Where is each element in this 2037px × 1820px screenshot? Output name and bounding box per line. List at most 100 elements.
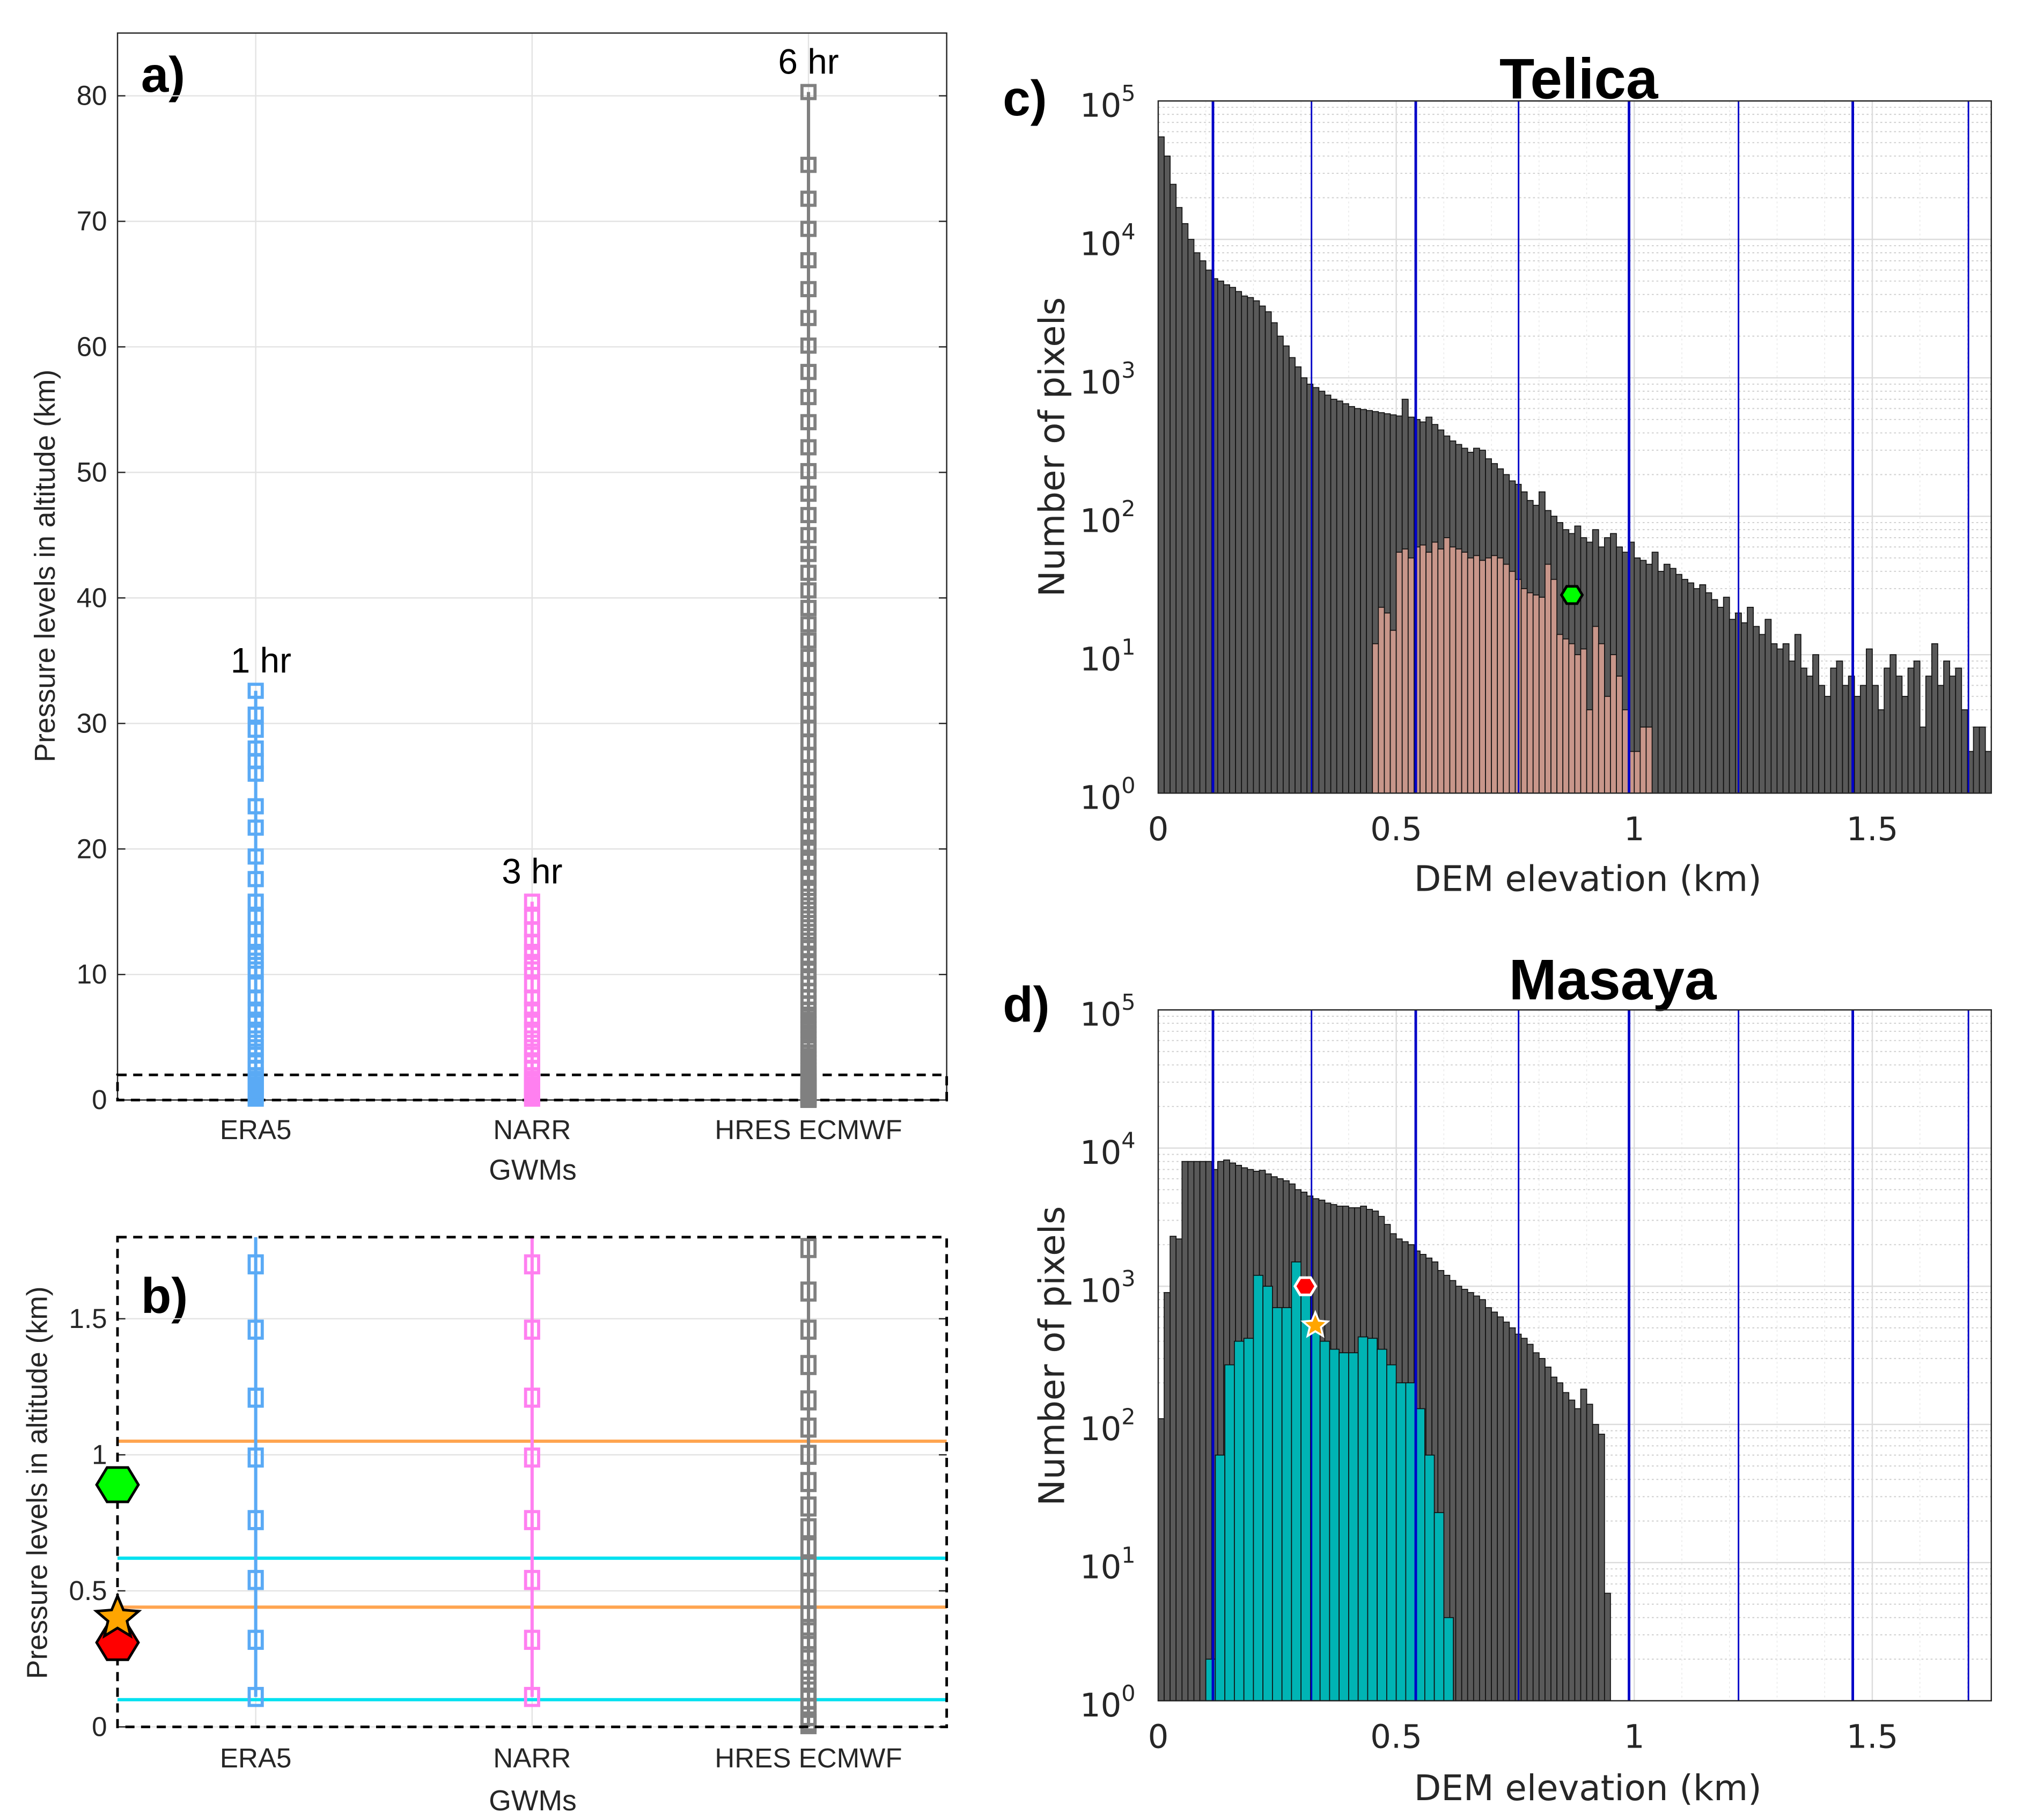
histogram-bar-all bbox=[1836, 661, 1843, 794]
level-marker bbox=[800, 830, 817, 846]
histogram-bar-all bbox=[1509, 1327, 1516, 1701]
histogram-bar-subset bbox=[1420, 544, 1426, 794]
histogram-bar-all bbox=[1884, 667, 1891, 794]
y-tick-label: 0 bbox=[92, 1711, 107, 1742]
x-tick-label: ERA5 bbox=[220, 1114, 292, 1145]
panel-b-label: b) bbox=[141, 1268, 188, 1324]
level-marker bbox=[524, 976, 540, 993]
histogram-bar-subset bbox=[1425, 552, 1433, 794]
histogram-bar-all bbox=[1366, 410, 1373, 794]
histogram-bar-all bbox=[1199, 260, 1207, 794]
x-tick-label: 1 bbox=[1624, 1718, 1645, 1756]
level-marker bbox=[247, 943, 264, 960]
level-marker bbox=[800, 414, 817, 430]
histogram-bar-all bbox=[1824, 695, 1832, 794]
histogram-bar-all bbox=[1866, 648, 1873, 794]
level-marker bbox=[247, 1022, 264, 1038]
histogram-bar-all bbox=[1854, 695, 1861, 794]
level-marker bbox=[524, 1011, 540, 1028]
histogram-bar-all bbox=[1747, 606, 1754, 794]
histogram-bar-subset bbox=[1405, 1382, 1416, 1701]
histogram-bar-all bbox=[1907, 667, 1915, 794]
histogram-bar-all bbox=[1770, 643, 1778, 794]
histogram-bar-subset bbox=[1538, 597, 1546, 794]
histogram-bar-all bbox=[1711, 599, 1718, 794]
histogram-bar-all bbox=[1901, 695, 1909, 794]
x-tick-label: ERA5 bbox=[220, 1743, 292, 1773]
level-marker bbox=[247, 976, 264, 993]
level-marker bbox=[800, 486, 817, 502]
panel-a-label: a) bbox=[141, 47, 185, 102]
histogram-bar-subset bbox=[1389, 629, 1397, 794]
histogram-bar-all bbox=[1669, 568, 1676, 794]
histogram-bar-all bbox=[1205, 1161, 1212, 1701]
histogram-bar-subset bbox=[1437, 548, 1445, 794]
level-marker bbox=[247, 1001, 264, 1018]
histogram-bar-all bbox=[1925, 676, 1932, 794]
y-tick-label: 103 bbox=[1080, 357, 1136, 401]
x-tick-label: HRES ECMWF bbox=[715, 1114, 902, 1145]
histogram-bar-all bbox=[1937, 685, 1944, 794]
histogram-bar-all bbox=[1342, 403, 1349, 794]
resolution-annotation: 6 hr bbox=[778, 42, 839, 81]
histogram-bar-subset bbox=[1253, 1274, 1264, 1701]
histogram-bar-all bbox=[1503, 1322, 1510, 1701]
level-marker bbox=[247, 706, 264, 723]
histogram-bar-all bbox=[1889, 654, 1897, 794]
histogram-bar-subset bbox=[1215, 1455, 1226, 1701]
histogram-bar-subset bbox=[1224, 1364, 1235, 1701]
level-marker bbox=[524, 1001, 540, 1018]
y-tick-label: 104 bbox=[1080, 1128, 1136, 1172]
level-marker bbox=[524, 1630, 540, 1650]
histogram-bar-subset bbox=[1639, 726, 1647, 794]
histogram-bar-all bbox=[1556, 1382, 1564, 1701]
histogram-bar-all bbox=[1818, 685, 1826, 794]
y-tick-label: 104 bbox=[1080, 219, 1136, 263]
histogram-bar-all bbox=[1289, 357, 1296, 794]
level-marker bbox=[247, 721, 264, 738]
histogram-bar-subset bbox=[1384, 612, 1391, 794]
level-marker bbox=[524, 1569, 540, 1590]
histogram-bar-all bbox=[1580, 1389, 1587, 1701]
histogram-bar-all bbox=[1687, 582, 1695, 794]
x-tick-label: 0 bbox=[1148, 1718, 1169, 1756]
level-marker bbox=[247, 871, 264, 887]
histogram-bar-all bbox=[1455, 1286, 1462, 1701]
panel-d-ylabel: Number of pixels bbox=[1032, 1206, 1073, 1506]
histogram-bar-subset bbox=[1532, 595, 1540, 794]
y-tick-label: 103 bbox=[1080, 1266, 1136, 1310]
histogram-bar-all bbox=[1264, 311, 1272, 794]
level-marker bbox=[800, 463, 817, 480]
panel-c-title: Telica bbox=[1499, 46, 1659, 111]
level-marker bbox=[800, 616, 817, 633]
histogram-bar-subset bbox=[1272, 1307, 1283, 1701]
x-tick-label: 1 bbox=[1624, 811, 1645, 848]
level-marker bbox=[524, 1510, 540, 1530]
histogram-bar-all bbox=[1164, 1292, 1171, 1701]
histogram-bar-subset bbox=[1556, 634, 1564, 794]
level-marker bbox=[247, 1039, 264, 1055]
histogram-bar-all bbox=[1175, 1238, 1183, 1701]
level-marker bbox=[800, 1417, 817, 1438]
histogram-bar-all bbox=[1229, 287, 1236, 794]
level-marker bbox=[247, 1447, 264, 1468]
level-marker bbox=[247, 961, 264, 978]
level-marker bbox=[247, 1011, 264, 1028]
level-marker bbox=[800, 839, 817, 856]
histogram-bar-all bbox=[1300, 377, 1308, 794]
level-marker bbox=[247, 1686, 264, 1707]
y-tick-label: 102 bbox=[1080, 1404, 1136, 1448]
level-marker bbox=[800, 507, 817, 524]
level-marker bbox=[800, 439, 817, 456]
level-marker bbox=[800, 1670, 817, 1691]
histogram-bar-all bbox=[1788, 661, 1796, 794]
level-marker bbox=[800, 806, 817, 824]
histogram-bar-subset bbox=[1449, 546, 1457, 794]
level-marker bbox=[524, 1319, 540, 1340]
panel-c-label: c) bbox=[1003, 70, 1047, 126]
axes-box bbox=[1157, 100, 1992, 794]
histogram-bar-all bbox=[1336, 400, 1343, 794]
histogram-bar-all bbox=[1979, 726, 1986, 794]
level-marker bbox=[800, 1472, 817, 1492]
level-marker bbox=[524, 893, 540, 910]
